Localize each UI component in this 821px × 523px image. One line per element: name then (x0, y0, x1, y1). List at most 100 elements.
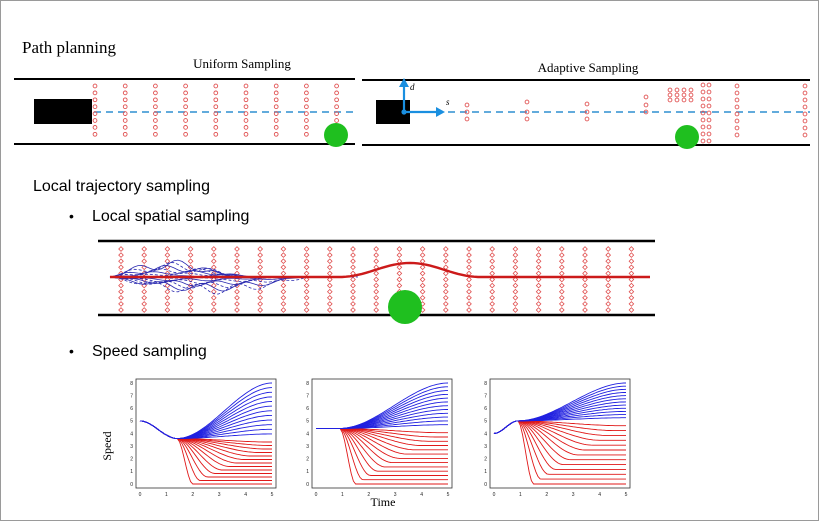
spatial-sample-point (326, 258, 333, 265)
uniform-sample-point (183, 118, 188, 123)
spatial-sample-point (350, 288, 356, 295)
y-tick-label: 4 (484, 431, 487, 437)
uniform-sampling-label: Uniform Sampling (193, 56, 291, 71)
adaptive-sample-point (674, 92, 680, 98)
y-tick-label: 0 (130, 482, 133, 488)
adaptive-sample-points (464, 82, 808, 144)
uniform-sample-point (153, 104, 158, 110)
uniform-sample-point (304, 90, 309, 96)
spatial-sample-point (582, 264, 588, 271)
spatial-sample-point (605, 258, 612, 265)
y-tick-label: 5 (484, 419, 487, 425)
uniform-sample-point (213, 83, 219, 89)
spatial-sample-point (512, 276, 519, 283)
spatial-sample-point (373, 294, 380, 301)
spatial-sample-point (118, 282, 124, 289)
spatial-sample-point (303, 294, 310, 301)
speed-plot-2: 0 1 2 3 4 5 0 1 2 3 4 5 6 7 8 (306, 378, 453, 498)
adaptive-sample-point (643, 102, 649, 108)
uniform-sample-point (213, 125, 219, 130)
local-spatial-sampling-label: Local spatial sampling (92, 208, 249, 225)
y-tick-label: 6 (306, 406, 309, 412)
uniform-sample-point (304, 125, 309, 130)
spatial-sample-point (373, 270, 380, 277)
spatial-sample-point (257, 294, 264, 301)
spatial-sample-point (257, 307, 264, 313)
y-tick-label: 1 (130, 469, 133, 475)
local-spatial-panel (98, 239, 655, 324)
uniform-sample-point (183, 90, 188, 96)
spatial-sample-point (234, 307, 240, 313)
adaptive-sample-point (734, 111, 740, 117)
adaptive-sample-point (667, 87, 673, 93)
spatial-sample-point (628, 288, 635, 295)
spatial-sample-point (489, 288, 496, 295)
spatial-sample-point (512, 270, 519, 277)
spatial-sample-point (442, 252, 449, 258)
spatial-sample-point (187, 301, 194, 307)
spatial-sample-point (187, 252, 194, 258)
spatial-sample-point (303, 264, 310, 271)
spatial-sample-point (234, 246, 240, 252)
spatial-sample-point (489, 270, 496, 277)
spatial-sample-point (141, 252, 148, 258)
spatial-sample-point (280, 264, 287, 271)
adaptive-sample-point (802, 111, 808, 117)
spatial-sample-point (187, 258, 194, 265)
spatial-sample-point (512, 264, 519, 271)
spatial-sample-point (605, 307, 612, 313)
uniform-sample-point (92, 83, 98, 89)
spatial-sample-point (326, 301, 333, 307)
spatial-sample-point (303, 258, 310, 265)
y-tick-label: 1 (306, 469, 309, 475)
adaptive-sample-point (700, 138, 706, 144)
uniform-sample-point (304, 104, 309, 110)
spatial-sample-point (350, 276, 356, 283)
adaptive-sample-point (706, 103, 712, 109)
uniform-vehicle (34, 99, 92, 124)
spatial-sample-point (419, 264, 426, 271)
adaptive-sample-point (524, 99, 530, 105)
spatial-sample-point (489, 294, 496, 301)
acceleration-profile (493, 382, 626, 434)
spatial-sample-point (558, 288, 565, 295)
uniform-sample-point (334, 97, 339, 103)
speed-plot-frame (489, 378, 631, 489)
speed-plot-1: 0 1 2 3 4 5 0 1 2 3 4 5 6 7 8 (130, 378, 277, 498)
spatial-sample-point (396, 270, 403, 277)
spatial-sample-point (303, 252, 310, 258)
spatial-sample-point (326, 270, 333, 277)
adaptive-sample-point (700, 131, 706, 137)
spatial-sample-point (141, 288, 148, 295)
spatial-sample-point (350, 246, 356, 252)
uniform-sample-point (92, 125, 98, 130)
uniform-sample-point (213, 111, 219, 116)
candidate-trajectory (109, 276, 334, 285)
adaptive-sample-point (700, 110, 706, 116)
spatial-sample-point (582, 276, 588, 283)
spatial-sample-point (442, 288, 449, 295)
uniform-sample-point (153, 83, 158, 89)
spatial-sample-point (628, 258, 635, 265)
spatial-sample-point (118, 294, 124, 301)
spatial-sample-point (234, 252, 240, 258)
adaptive-sample-point (734, 132, 740, 138)
spatial-sample-point (628, 276, 635, 283)
uniform-sample-point (213, 131, 219, 137)
uniform-sample-point (243, 111, 249, 116)
spatial-sample-point (234, 264, 240, 271)
selected-trajectory (110, 261, 650, 279)
x-tick-label: 2 (367, 492, 370, 498)
x-tick-label: 4 (244, 492, 247, 498)
x-tick-label: 5 (625, 492, 628, 498)
spatial-sample-point (489, 264, 496, 271)
spatial-sample-point (326, 288, 333, 295)
spatial-sample-point (628, 246, 635, 252)
spatial-sample-point (164, 294, 171, 301)
spatial-sample-point (396, 252, 403, 258)
adaptive-sample-point (524, 116, 530, 122)
uniform-obstacle (324, 123, 348, 147)
spatial-sample-point (326, 307, 333, 313)
spatial-sample-point (535, 282, 542, 289)
